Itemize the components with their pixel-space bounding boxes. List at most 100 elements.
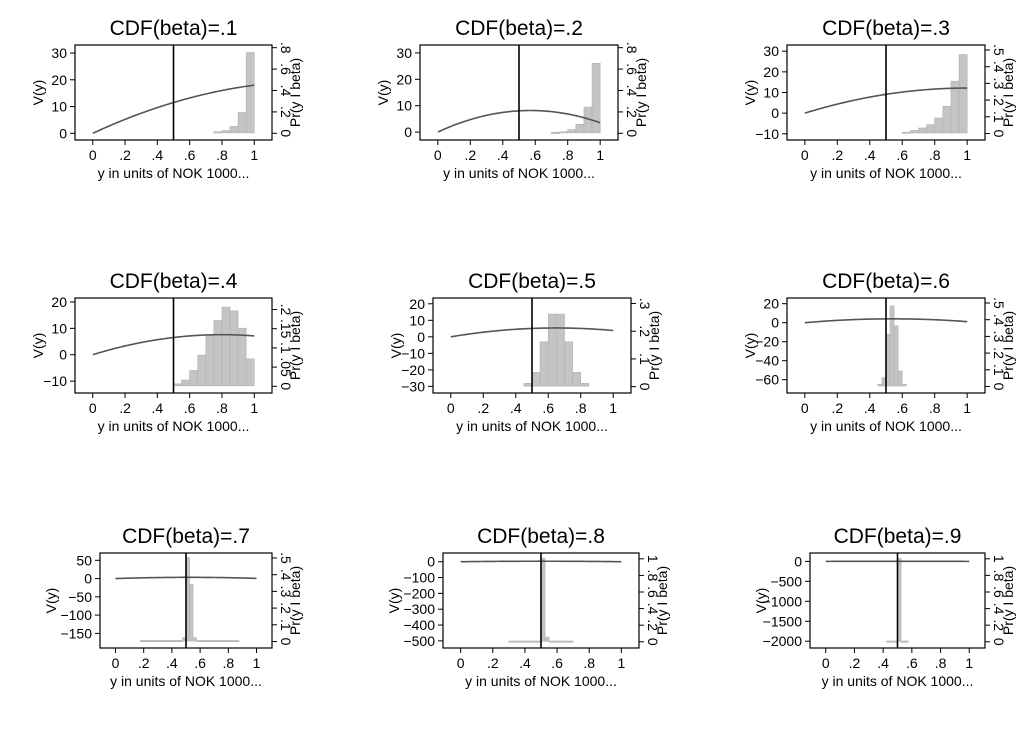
y-tick-label: −100 bbox=[60, 607, 92, 623]
x-axis-label: y in units of NOK 1000... bbox=[98, 418, 250, 434]
panel-title: CDF(beta)=.8 bbox=[477, 525, 605, 548]
y2-tick-label: 0 bbox=[624, 129, 640, 137]
histogram-bar bbox=[161, 640, 166, 642]
panel-title: CDF(beta)=.3 bbox=[822, 17, 950, 40]
histogram-bar bbox=[143, 640, 148, 642]
y-tick-label: −1500 bbox=[763, 613, 803, 629]
panel-title: CDF(beta)=.2 bbox=[455, 17, 583, 40]
histogram-bar bbox=[175, 640, 180, 642]
y2-tick-label: .15 bbox=[278, 319, 294, 339]
y2-tick-label: .6 bbox=[991, 586, 1007, 598]
y2-tick-label: .3 bbox=[637, 298, 653, 310]
y2-tick-label: .6 bbox=[645, 586, 661, 598]
y-axis-label: V(y) bbox=[30, 80, 46, 106]
y2-axis-label: Pr(y I beta) bbox=[633, 58, 649, 127]
panel-title: CDF(beta)=.1 bbox=[110, 17, 238, 40]
chart-panel: CDF(beta)=.9 −2000 −1500 −1000 −500 0 0 .2 .4 .6.… bbox=[753, 525, 1016, 689]
x-tick-label: .2 bbox=[831, 400, 843, 416]
histogram-bar bbox=[196, 640, 201, 642]
x-tick-label: .2 bbox=[464, 147, 476, 163]
histogram-bar bbox=[229, 310, 239, 387]
y2-tick-label: .1 bbox=[991, 364, 1007, 376]
x-tick-label: 0 bbox=[112, 655, 120, 671]
panel-title: CDF(beta)=.4 bbox=[110, 270, 238, 293]
plot-frame bbox=[432, 297, 632, 394]
y-axis-label: V(y) bbox=[386, 588, 402, 614]
y-tick-label: 0 bbox=[427, 554, 435, 570]
y2-tick-label: .2 bbox=[991, 347, 1007, 359]
y2-tick-label: 0 bbox=[991, 130, 1007, 138]
x-tick-label: .4 bbox=[152, 400, 164, 416]
histogram-bar bbox=[572, 371, 582, 387]
y2-tick-label: .2 bbox=[637, 325, 653, 337]
histogram-bar bbox=[548, 640, 554, 643]
plot-frame bbox=[74, 44, 273, 141]
x-axis-label: y in units of NOK 1000... bbox=[98, 165, 250, 181]
plot-frame bbox=[419, 44, 619, 141]
x-tick-label: .8 bbox=[929, 147, 941, 163]
x-tick-label: 0 bbox=[801, 400, 809, 416]
y-tick-label: 30 bbox=[51, 45, 67, 61]
histogram-bar bbox=[213, 320, 223, 387]
x-tick-label: 1 bbox=[250, 400, 258, 416]
histogram-bar bbox=[189, 370, 199, 387]
histogram-bar bbox=[168, 640, 173, 642]
x-tick-label: .2 bbox=[138, 655, 150, 671]
x-tick-label: .8 bbox=[929, 400, 941, 416]
x-tick-label: 0 bbox=[89, 147, 97, 163]
y-tick-label: 10 bbox=[396, 98, 412, 114]
y2-tick-label: 0 bbox=[991, 383, 1007, 391]
x-tick-label: 1 bbox=[250, 147, 258, 163]
histogram-bar bbox=[568, 640, 574, 643]
y2-tick-label: .4 bbox=[991, 61, 1007, 73]
y2-axis-label: Pr(y I beta) bbox=[1000, 566, 1016, 635]
y2-tick-label: 1 bbox=[991, 555, 1007, 563]
y-tick-label: 0 bbox=[794, 553, 802, 569]
histogram-bar bbox=[528, 640, 534, 643]
y-tick-label: −500 bbox=[403, 633, 435, 649]
y-tick-label: −10 bbox=[755, 126, 779, 142]
y-tick-label: −100 bbox=[403, 570, 435, 586]
y2-tick-label: .2 bbox=[278, 304, 294, 316]
histogram-bar bbox=[942, 105, 952, 134]
histogram-bar bbox=[591, 62, 601, 134]
histogram-bar bbox=[171, 640, 176, 642]
histogram-bar bbox=[556, 640, 562, 643]
y-tick-label: −1000 bbox=[763, 593, 803, 609]
x-tick-label: 0 bbox=[434, 147, 442, 163]
histogram-bar bbox=[221, 306, 231, 387]
x-tick-label: .6 bbox=[184, 400, 196, 416]
panel-title: CDF(beta)=.7 bbox=[122, 525, 250, 548]
x-tick-label: 1 bbox=[965, 655, 973, 671]
y-axis-label: V(y) bbox=[742, 80, 758, 106]
histogram-bar bbox=[203, 640, 208, 642]
histogram-bar bbox=[217, 640, 222, 642]
x-axis-label: y in units of NOK 1000... bbox=[465, 673, 617, 689]
x-tick-label: .8 bbox=[583, 655, 595, 671]
y-tick-label: 0 bbox=[59, 125, 67, 141]
x-axis-label: y in units of NOK 1000... bbox=[110, 673, 262, 689]
histogram-bar bbox=[897, 370, 903, 387]
x-tick-label: .8 bbox=[562, 147, 574, 163]
y2-tick-label: .8 bbox=[278, 42, 294, 54]
histogram-bar bbox=[900, 640, 905, 643]
y-axis-label: V(y) bbox=[742, 333, 758, 359]
x-tick-label: .6 bbox=[184, 147, 196, 163]
y2-tick-label: 1 bbox=[645, 555, 661, 563]
histogram-bar bbox=[245, 52, 255, 134]
x-tick-label: 1 bbox=[617, 655, 625, 671]
y2-tick-label: .1 bbox=[278, 619, 294, 631]
y2-tick-label: .6 bbox=[278, 63, 294, 75]
chart-panel: CDF(beta)=.1 0 10 20 30 0 .2 .4 .6 .8 0 .2 .4 .6 .8 1y … bbox=[30, 17, 303, 181]
y-tick-label: −400 bbox=[403, 617, 435, 633]
histogram-bar bbox=[173, 383, 182, 387]
y2-tick-label: .5 bbox=[991, 297, 1007, 309]
histogram-bar bbox=[926, 124, 936, 134]
histogram-bar bbox=[918, 127, 927, 134]
y2-tick-label: .8 bbox=[645, 570, 661, 582]
x-tick-label: .8 bbox=[935, 655, 947, 671]
histogram-bar bbox=[189, 583, 194, 642]
histogram-bar bbox=[890, 640, 895, 643]
y-tick-label: −10 bbox=[43, 373, 67, 389]
y2-tick-label: .8 bbox=[991, 570, 1007, 582]
